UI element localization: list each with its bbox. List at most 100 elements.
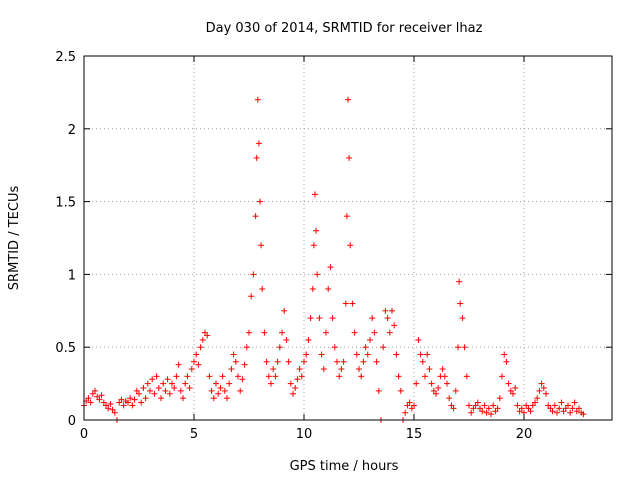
data-point [331, 344, 338, 351]
chart-title: Day 030 of 2014, SRMTID for receiver lha… [206, 21, 483, 36]
data-point [349, 300, 356, 307]
data-point [142, 395, 149, 402]
data-point [340, 358, 347, 365]
data-point [243, 344, 250, 351]
data-point [369, 315, 376, 322]
data-point [270, 366, 277, 373]
data-point [393, 351, 400, 358]
data-point [567, 409, 574, 416]
data-point [118, 396, 125, 403]
data-point [153, 373, 160, 380]
data-point [503, 358, 510, 365]
data-point [313, 227, 320, 234]
data-point [246, 329, 252, 336]
data-point [85, 395, 92, 402]
data-point [195, 361, 202, 368]
data-point [558, 399, 565, 406]
data-point [287, 380, 294, 387]
data-point [481, 402, 488, 409]
data-point [415, 336, 422, 343]
data-point [127, 395, 134, 402]
data-point [444, 380, 450, 387]
data-points [81, 96, 587, 423]
data-point [554, 409, 560, 416]
data-point [411, 402, 417, 409]
data-point [338, 366, 345, 373]
data-point [450, 405, 457, 412]
data-point [527, 408, 534, 415]
data-point [549, 408, 556, 415]
data-point [144, 380, 151, 387]
data-point [125, 399, 131, 406]
y-tick-label: 1.5 [55, 196, 76, 211]
data-point [364, 351, 371, 358]
data-point [406, 399, 413, 406]
data-point [334, 358, 340, 365]
y-tick-label: 2.5 [55, 50, 76, 65]
data-point [569, 405, 576, 412]
data-point [279, 329, 285, 336]
data-point [107, 400, 114, 407]
data-point [402, 409, 409, 416]
data-point [224, 395, 230, 402]
data-point [272, 373, 279, 380]
data-point [261, 329, 268, 336]
x-tick-label: 20 [516, 427, 533, 442]
data-point [160, 380, 167, 387]
data-point [175, 361, 182, 368]
data-point [571, 399, 578, 406]
data-point [274, 358, 281, 365]
x-axis-label: GPS time / hours [290, 459, 399, 474]
data-point [518, 405, 525, 412]
data-point [371, 329, 378, 336]
data-point [534, 395, 541, 402]
data-point [320, 366, 327, 373]
data-point [417, 351, 424, 358]
data-point [294, 376, 301, 383]
data-point [173, 373, 180, 380]
data-point [182, 380, 189, 387]
data-point [347, 242, 354, 249]
data-point [96, 396, 103, 403]
data-point [164, 376, 171, 383]
data-point [422, 373, 428, 380]
data-point [316, 315, 323, 322]
y-axis-label: SRMTID / TECUs [7, 186, 22, 291]
data-point [314, 271, 321, 278]
data-point [479, 408, 486, 415]
data-point [310, 242, 317, 249]
plot-frame [83, 55, 613, 421]
data-point [188, 366, 195, 373]
data-point [162, 387, 169, 394]
data-point [111, 409, 118, 416]
data-point [221, 387, 228, 394]
data-point [171, 384, 178, 391]
data-point [373, 358, 380, 365]
data-point [184, 373, 191, 380]
data-point [384, 315, 391, 322]
data-point [456, 278, 463, 285]
data-point [131, 396, 138, 403]
data-point [180, 395, 186, 402]
data-point [468, 409, 475, 416]
data-point [151, 390, 158, 397]
data-point [215, 390, 222, 397]
data-point [193, 351, 200, 358]
data-point [206, 373, 213, 380]
data-point [237, 387, 244, 394]
data-point [452, 387, 459, 394]
data-point [505, 380, 512, 387]
data-point [158, 395, 164, 402]
data-point [327, 264, 334, 271]
data-point [235, 373, 241, 380]
data-point [241, 361, 248, 368]
data-point [259, 285, 266, 292]
data-point [197, 344, 204, 351]
data-point [474, 399, 481, 406]
data-point [296, 366, 303, 373]
data-point [265, 373, 272, 380]
data-point [199, 336, 206, 343]
data-point [342, 300, 349, 307]
data-point [169, 380, 175, 387]
data-point [309, 285, 316, 292]
